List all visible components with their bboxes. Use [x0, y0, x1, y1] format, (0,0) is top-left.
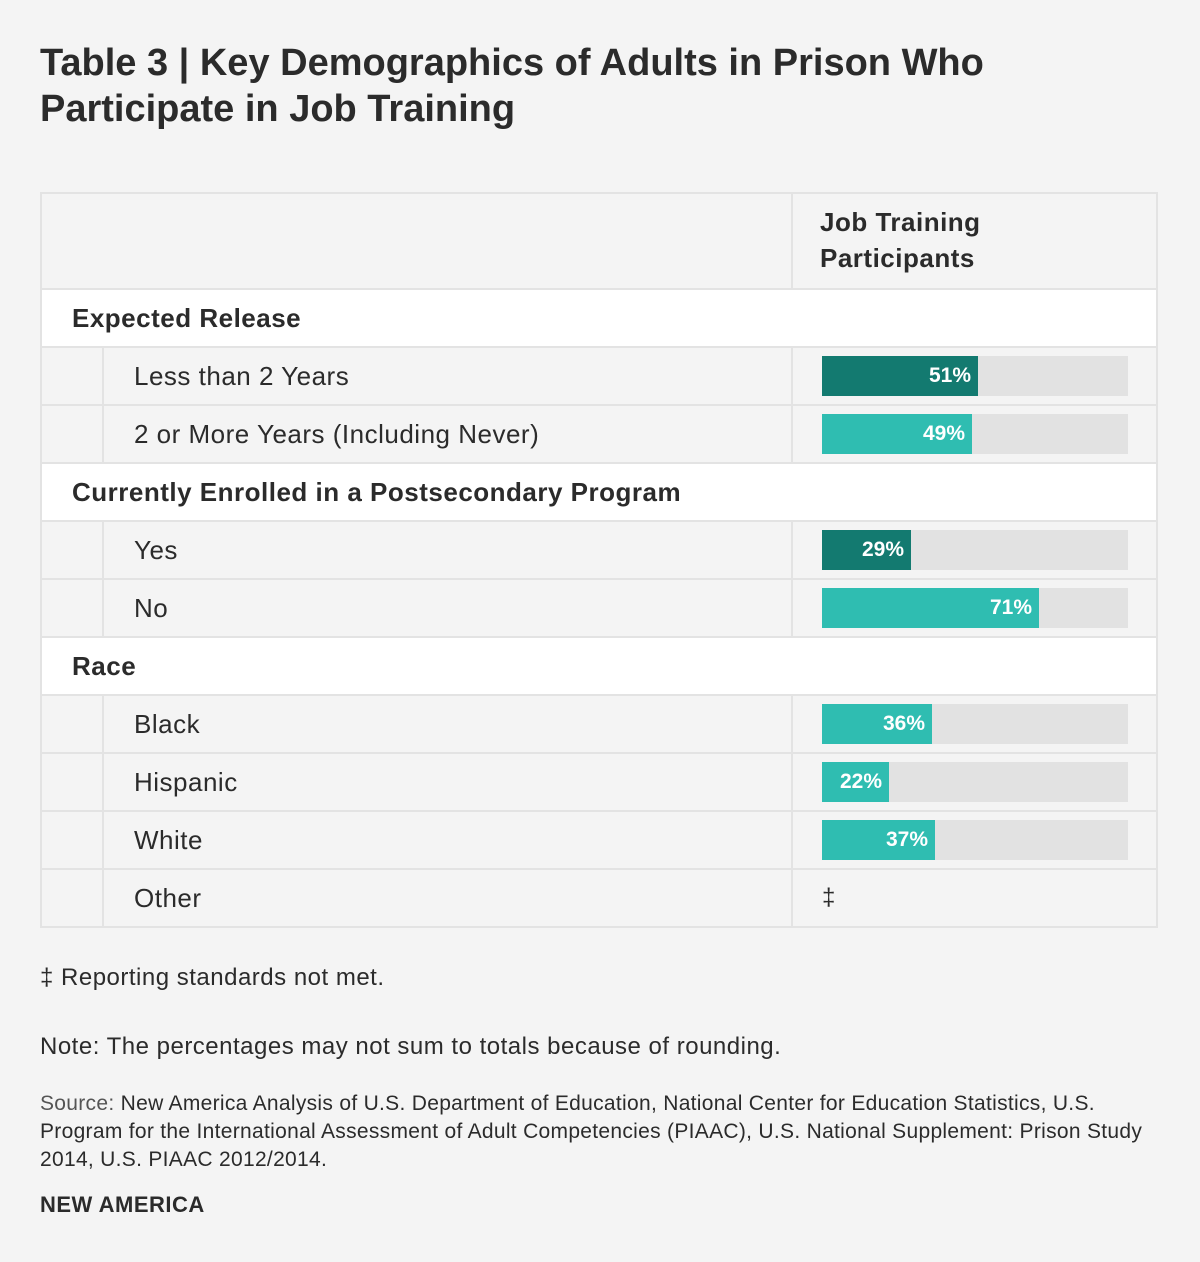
column-divider [791, 580, 793, 636]
section-header: Currently Enrolled in a Postsecondary Pr… [42, 464, 1156, 522]
row-label: No [134, 593, 169, 623]
header-divider [791, 194, 793, 288]
row-label: Yes [134, 535, 178, 565]
table-row: Hispanic 22% [42, 754, 1156, 812]
row-label: Black [134, 709, 201, 739]
table-row: 2 or More Years (Including Never) 49% [42, 406, 1156, 464]
indent-divider [102, 348, 104, 404]
bar [822, 588, 1039, 628]
indent-divider [102, 522, 104, 578]
bar-track: 29% [822, 530, 1128, 570]
row-label: Less than 2 Years [134, 361, 350, 391]
section-header: Expected Release [42, 290, 1156, 348]
table-row: White 37% [42, 812, 1156, 870]
indent-divider [102, 580, 104, 636]
row-label: White [134, 825, 203, 855]
bar-value-label: 71% [989, 596, 1032, 619]
footnote: ‡ Reporting standards not met. [40, 964, 385, 991]
bar [822, 356, 978, 396]
column-divider [791, 754, 793, 810]
column-divider [791, 870, 793, 926]
brand-logo: NEW AMERICA [40, 1192, 205, 1217]
section-label: Expected Release [72, 303, 302, 333]
bar-track: 51% [822, 356, 1128, 396]
table-header: Job Training Participants [42, 194, 1156, 290]
indent-divider [102, 754, 104, 810]
bar [822, 414, 972, 454]
bar-track: 37% [822, 820, 1128, 860]
column-divider [791, 406, 793, 462]
source-text: New America Analysis of U.S. Department … [40, 1092, 1143, 1171]
bar-value-label: 37% [885, 828, 928, 851]
bar-value-label: 51% [928, 364, 971, 387]
bar-track: 22% [822, 762, 1128, 802]
table-row: No 71% [42, 580, 1156, 638]
row-label: Other [134, 883, 202, 913]
bar-value-label: 22% [839, 770, 882, 793]
data-table: Job Training Participants Expected Relea… [40, 192, 1158, 928]
column-header: Job Training Participants [820, 207, 981, 273]
column-divider [791, 812, 793, 868]
source: Source: New America Analysis of U.S. Dep… [40, 1090, 1150, 1174]
table-body: Expected Release Less than 2 Years 51% 2 or… [42, 290, 1156, 926]
table-row: Yes 29% [42, 522, 1156, 580]
bar-value-label: 49% [922, 422, 965, 445]
table-row: Other ‡ [42, 870, 1156, 926]
row-label: Hispanic [134, 767, 238, 797]
indent-divider [102, 812, 104, 868]
source-label: Source: [40, 1092, 115, 1115]
bar [822, 704, 932, 744]
section-label: Currently Enrolled in a Postsecondary Pr… [72, 477, 682, 507]
bar-track: 71% [822, 588, 1128, 628]
bar-value-label: 29% [861, 538, 904, 561]
section-label: Race [72, 651, 137, 681]
indent-divider [102, 870, 104, 926]
column-divider [791, 522, 793, 578]
column-divider [791, 348, 793, 404]
bar [822, 820, 935, 860]
indent-divider [102, 696, 104, 752]
bar [822, 530, 911, 570]
bar-value-label: 36% [882, 712, 925, 735]
indent-divider [102, 406, 104, 462]
note: Note: The percentages may not sum to tot… [40, 1033, 782, 1060]
table-row: Black 36% [42, 696, 1156, 754]
bar-track: 36% [822, 704, 1128, 744]
row-label: 2 or More Years (Including Never) [134, 419, 540, 449]
not-reported-mark: ‡ [822, 884, 836, 911]
page-title: Table 3 | Key Demographics of Adults in … [40, 42, 984, 130]
section-header: Race [42, 638, 1156, 696]
column-divider [791, 696, 793, 752]
bar [822, 762, 889, 802]
bar-track: 49% [822, 414, 1128, 454]
table-row: Less than 2 Years 51% [42, 348, 1156, 406]
